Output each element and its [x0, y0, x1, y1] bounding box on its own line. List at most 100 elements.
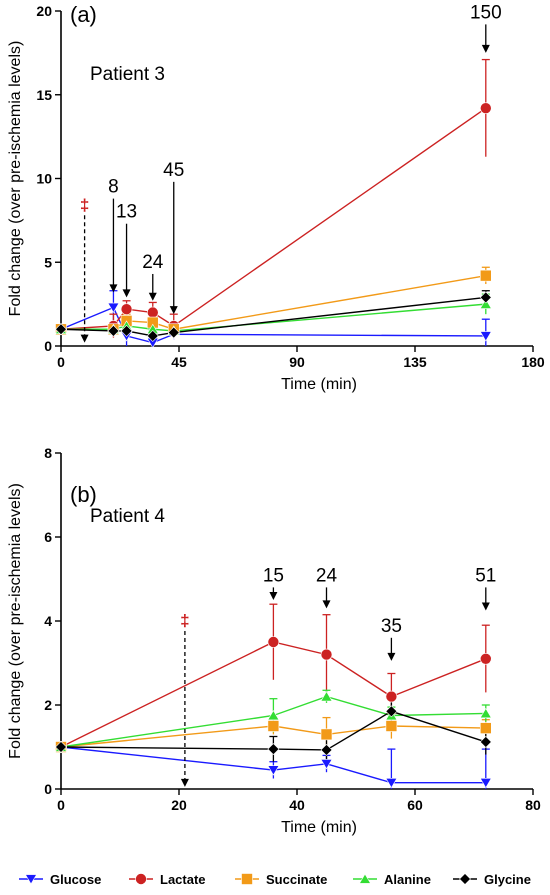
panel-b-y-axis-label: Fold change (over pre-ischemia levels): [7, 483, 24, 759]
chart-panel-a: 0 5 10 15 20 0 45 90 135 180 Time (min) Fold change…: [7, 2, 545, 393]
panel-a-x-tick-label-135: 135: [403, 354, 427, 370]
legend-item-succinate: Succinate: [234, 866, 327, 892]
panel-b-ischemia-arrowhead: [180, 778, 189, 787]
panel-b-glucose-point-2: [320, 759, 333, 770]
panel-a-glycine-point-0: [55, 323, 67, 336]
panel-a-x-tick-label-0: 0: [57, 354, 65, 370]
panel-a-glycine-point-1: [107, 325, 120, 337]
panel-b-glycine-point-4: [479, 736, 492, 748]
panel-a-x-tick-label-90: 90: [289, 354, 305, 370]
legend-symbol-glycine: [459, 873, 471, 885]
panel-b-y-tick-label-6: 6: [44, 529, 52, 545]
panel-a-lactate-point-2: [120, 303, 133, 315]
panel-b-x-tick-label-80: 80: [525, 797, 541, 813]
legend-label-glycine: Glycine: [484, 871, 531, 887]
panel-a-glycine-line: [60, 296, 486, 337]
legend-marker-succinate: [235, 873, 259, 885]
panel-a-annotation-150-label: 150: [470, 2, 502, 23]
panel-b-annotation-24-arrowhead: [322, 600, 331, 609]
panel-b-succinate-point-4: [479, 722, 492, 734]
panel-a-ischemia-arrowhead: [80, 334, 89, 343]
legend-symbol-succinate: [241, 873, 253, 885]
panel-a-annotation-13-arrowhead: [122, 289, 131, 298]
panel-b-annotation-35-arrowhead: [387, 652, 396, 661]
panel-a-alanine-point-5: [479, 298, 492, 309]
legend: Glucose Lactate Succinate Alanine Glycin…: [0, 866, 550, 892]
panel-b-succinate-point-3: [385, 720, 398, 732]
panel-a-glycine-point-4: [167, 326, 180, 339]
panel-a-glycine-point-5: [479, 291, 492, 304]
legend-symbol-glucose: [24, 874, 38, 885]
panel-b-alanine-point-4: [479, 707, 492, 719]
panel-a-annotation-8-label: 8: [108, 177, 119, 198]
panel-b-subtitle: Patient 4: [90, 506, 165, 527]
panel-a-x-tick-label-180: 180: [521, 354, 545, 370]
panel-b-annotation-51-arrowhead: [481, 602, 490, 611]
panel-a-glucose-point-5: [479, 331, 492, 342]
panel-b-annotation-51-label: 51: [475, 565, 496, 586]
panel-a-annotation-13-label: 13: [116, 202, 137, 223]
legend-label-lactate: Lactate: [160, 871, 206, 887]
panel-b-x-tick-label-20: 20: [171, 797, 187, 813]
panel-b-x-tick-label-60: 60: [407, 797, 423, 813]
panel-b-x-axis-label: Time (min): [281, 819, 357, 836]
panel-b-annotation-35-label: 35: [381, 616, 402, 637]
panel-b-y-tick-label-8: 8: [44, 445, 52, 461]
legend-symbol-alanine: [358, 873, 372, 884]
panel-b-annotation-15-label: 15: [263, 565, 284, 586]
panel-a-subtitle: Patient 3: [90, 64, 165, 85]
panel-b-annotation-24-label: 24: [316, 565, 338, 586]
panel-a-annotation-45-label: 45: [163, 160, 184, 181]
panel-b-y-tick-label-0: 0: [44, 781, 52, 797]
panel-a-annotation-45-arrowhead: [169, 306, 178, 315]
panel-a-lactate-point-3: [146, 306, 159, 319]
panel-a-glucose-line: [60, 306, 486, 344]
panel-b-lactate-point-3: [385, 690, 398, 703]
legend-marker-glycine: [453, 873, 477, 885]
panel-a-y-tick-label-20: 20: [36, 3, 52, 19]
legend-marker-alanine: [353, 873, 377, 884]
panel-b-glycine-point-2: [320, 744, 333, 756]
panel-a-lactate-line: [60, 107, 487, 330]
panel-a-succinate-point-5: [479, 269, 492, 282]
panel-b-y-tick-label-2: 2: [44, 697, 52, 713]
panel-a-glycine-point-3: [146, 330, 159, 342]
panel-a-annotation-24-label: 24: [142, 252, 164, 273]
panel-b-ischemia-symbol: ‡: [180, 611, 189, 630]
legend-marker-lactate: [129, 873, 153, 885]
panel-a-lactate-point-5: [479, 102, 492, 114]
panel-b-glycine-point-0: [55, 741, 67, 753]
panel-b-x-tick-label-0: 0: [57, 797, 65, 813]
panel-a-ischemia-symbol: ‡: [80, 195, 89, 214]
panel-b-glucose-point-1: [267, 765, 280, 776]
legend-symbol-lactate: [135, 873, 147, 885]
panel-b-annotation-15-arrowhead: [269, 592, 278, 600]
legend-item-alanine: Alanine: [352, 866, 431, 892]
panel-a-glycine-point-2: [120, 325, 133, 337]
legend-marker-glucose: [19, 874, 43, 885]
panel-b-alanine-point-2: [320, 691, 333, 702]
panel-a-panel-label: (a): [70, 2, 97, 27]
panel-a-y-tick-label-0: 0: [44, 338, 52, 354]
panel-b-lactate-point-1: [267, 636, 280, 648]
legend-item-glycine: Glycine: [452, 866, 531, 892]
panel-b-panel-label: (b): [70, 482, 97, 507]
panel-a-y-tick-label-15: 15: [36, 87, 52, 103]
panel-b-lactate-point-4: [479, 652, 492, 665]
panel-a-annotation-8-arrowhead: [109, 284, 118, 293]
panel-a-y-axis-label: Fold change (over pre-ischemia levels): [7, 41, 24, 317]
panel-a-glucose-point-1: [107, 302, 120, 314]
panel-a-annotation-24-arrowhead: [148, 292, 157, 301]
panel-b-glycine-point-1: [267, 743, 280, 756]
panel-b-x-tick-label-40: 40: [289, 797, 305, 813]
panel-b-succinate-point-1: [267, 720, 280, 732]
panel-a-annotation-150-arrowhead: [481, 44, 490, 53]
panel-a-x-tick-label-45: 45: [171, 354, 187, 370]
panel-b-alanine-point-1: [267, 709, 280, 721]
legend-label-glucose: Glucose: [50, 871, 102, 887]
legend-item-lactate: Lactate: [128, 866, 206, 892]
panel-b-lactate-point-2: [320, 648, 333, 661]
panel-b-glucose-point-4: [479, 777, 492, 789]
